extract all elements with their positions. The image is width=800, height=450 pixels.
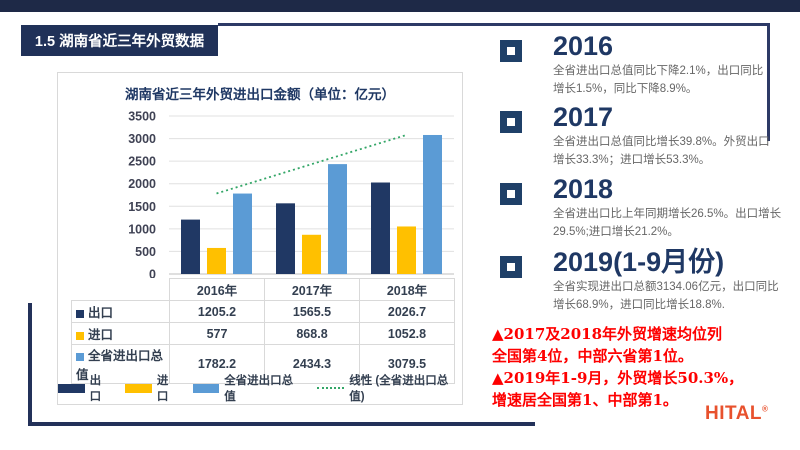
- cell-value: 1205.2: [169, 300, 265, 323]
- cell-value: 577: [169, 322, 265, 345]
- cell-value: 3079.5: [359, 344, 455, 384]
- y-axis-tick: 1000: [128, 222, 156, 236]
- table-corner-cell: [71, 278, 170, 301]
- row-label: 全省进出口总值: [76, 349, 164, 382]
- year-description: 全省进出口总值同比增长39.8%。外贸出口增长33.3%；进口增长53.3%。: [553, 136, 770, 166]
- legend-item-export: 出口: [58, 372, 112, 404]
- legend-item-import: 进口: [125, 372, 179, 404]
- bar-全省进出口总值-2017年: [328, 164, 347, 274]
- bar-出口-2018年: [371, 182, 390, 274]
- row-label: 进口: [88, 328, 114, 342]
- cell-value: 868.8: [264, 322, 360, 345]
- year-description: 全省进出口比上年同期增长26.5%。出口增长29.5%;进口增长21.2%。: [553, 208, 782, 238]
- y-axis-tick: 2500: [128, 155, 156, 169]
- bar-进口-2018年: [397, 226, 416, 274]
- year-heading: 2019(1-9月份): [553, 247, 725, 277]
- frame-bottom-left-vertical: [28, 303, 32, 426]
- table-header-row: 2016年 2017年 2018年: [71, 278, 455, 301]
- red-highlight-notes: ▲2017及2018年外贸增速均位列 全国第4位，中部六省第1位。 ▲2019年…: [492, 323, 792, 411]
- y-axis-tick: 2000: [128, 177, 156, 191]
- chart-data-table: 2016年 2017年 2018年 出口 1205.2 1565.5 2026.…: [71, 278, 455, 384]
- square-bullet-icon: [500, 183, 522, 205]
- bar-出口-2017年: [276, 203, 295, 274]
- trendline-legend-icon: [316, 387, 345, 389]
- section-title: 1.5 湖南省近三年外贸数据: [21, 25, 218, 56]
- bar-进口-2016年: [207, 247, 226, 274]
- chart-title: 湖南省近三年外贸进出口金额（单位：亿元）: [125, 87, 395, 102]
- red-note-line: ▲2017及2018年外贸增速均位列: [492, 325, 723, 343]
- red-note-line: ▲2019年1-9月，外贸增长50.3%，: [492, 369, 744, 387]
- chart-card: 0 500 1000 1500 2000 2500 3000 3500 湖南省近三年外贸进出口…: [57, 72, 463, 405]
- table-row: 进口 577 868.8 1052.8: [71, 322, 455, 345]
- y-axis-tick: 3000: [128, 132, 156, 146]
- table-row: 全省进出口总值 1782.2 2434.3 3079.5: [71, 344, 455, 384]
- year-description: 全省实现进出口总额3134.06亿元，出口同比增长68.9%，进口同比增长18.…: [553, 281, 779, 311]
- y-axis-tick: 500: [135, 245, 156, 259]
- timeline-entry-2018: 2018 全省进出口比上年同期增长26.5%。出口增长29.5%;进口增长21.…: [497, 174, 781, 242]
- legend-item-trend: 线性 (全省进出口总值): [316, 372, 462, 404]
- legend-label: 线性 (全省进出口总值): [349, 375, 449, 403]
- timeline-entry-2016: 2016 全省进出口总值同比下降2.1%，出口同比增长1.5%，同比下降8.9%…: [497, 33, 777, 99]
- table-col-2016: 2016年: [169, 278, 265, 301]
- year-description: 全省进出口总值同比下降2.1%，出口同比增长1.5%，同比下降8.9%。: [553, 65, 764, 95]
- y-axis-tick: 1500: [128, 200, 156, 214]
- row-label: 出口: [88, 306, 114, 320]
- table-row: 出口 1205.2 1565.5 2026.7: [71, 300, 455, 323]
- trendline: [216, 134, 407, 195]
- chart-legend: 出口 进口 全省进出口总值 线性 (全省进出口总值): [58, 372, 462, 404]
- year-heading: 2016: [553, 31, 614, 61]
- y-axis-tick: 3500: [128, 110, 156, 124]
- export-legend-swatch-icon: [58, 383, 85, 393]
- cell-value: 1052.8: [359, 322, 455, 345]
- legend-item-total: 全省进出口总值: [192, 372, 304, 404]
- cell-value: 2434.3: [264, 344, 360, 384]
- legend-label: 进口: [156, 375, 169, 403]
- bar-进口-2017年: [302, 234, 321, 274]
- bar-出口-2016年: [181, 219, 200, 274]
- cell-value: 1782.2: [169, 344, 265, 384]
- table-col-2018: 2018年: [359, 278, 455, 301]
- red-note-line: 增速居全国第1、中部第1。: [492, 391, 678, 409]
- timeline-entry-2017: 2017 全省进出口总值同比增长39.8%。外贸出口增长33.3%；进口增长53…: [497, 104, 777, 170]
- bar-全省进出口总值-2018年: [423, 134, 442, 274]
- hital-logo: HITAL®: [705, 403, 768, 425]
- y-axis-tick: 0: [149, 268, 156, 279]
- frame-right-line: [767, 23, 770, 141]
- square-bullet-icon: [500, 111, 522, 133]
- timeline-entry-2019: 2019(1-9月份) 全省实现进出口总额3134.06亿元，出口同比增长68.…: [497, 247, 779, 315]
- import-legend-swatch-icon: [125, 383, 152, 393]
- logo-text: HITAL: [705, 403, 763, 424]
- legend-label: 出口: [89, 375, 102, 403]
- top-accent-bar: [0, 0, 800, 12]
- frame-bottom-line: [28, 422, 535, 426]
- bar-chart: 0 500 1000 1500 2000 2500 3000 3500: [128, 110, 454, 279]
- import-swatch-icon: [76, 331, 84, 340]
- registered-mark: ®: [762, 404, 769, 414]
- red-note-line: 全国第4位，中部六省第1位。: [492, 347, 693, 365]
- total-swatch-icon: [76, 352, 84, 361]
- frame-top-line: [218, 23, 770, 26]
- cell-value: 1565.5: [264, 300, 360, 323]
- square-bullet-icon: [500, 256, 522, 278]
- square-bullet-icon: [500, 40, 522, 62]
- table-col-2017: 2017年: [264, 278, 360, 301]
- year-heading: 2018: [553, 174, 614, 204]
- cell-value: 2026.7: [359, 300, 455, 323]
- bar-全省进出口总值-2016年: [233, 193, 252, 274]
- legend-label: 全省进出口总值: [224, 375, 294, 403]
- export-swatch-icon: [76, 309, 84, 318]
- total-legend-swatch-icon: [192, 383, 220, 393]
- year-heading: 2017: [553, 102, 614, 132]
